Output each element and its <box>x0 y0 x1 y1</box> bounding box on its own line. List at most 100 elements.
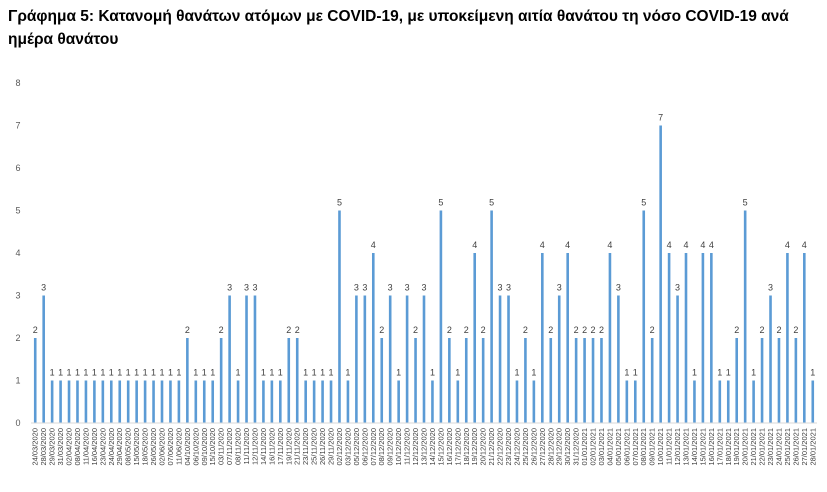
bar <box>752 380 755 423</box>
data-label: 5 <box>489 198 494 208</box>
data-label: 1 <box>126 368 131 378</box>
x-tick-label: 18/01/2021 <box>724 428 733 466</box>
x-tick-label: 08/12/2020 <box>377 428 386 466</box>
data-label: 3 <box>405 283 410 293</box>
x-tick-label: 13/01/2021 <box>682 428 691 466</box>
bar <box>642 210 646 423</box>
x-tick-label: 02/06/2020 <box>158 428 167 466</box>
data-label: 3 <box>616 283 621 293</box>
data-label: 1 <box>100 368 105 378</box>
data-label: 3 <box>506 283 511 293</box>
bar <box>160 380 164 423</box>
data-label: 1 <box>455 368 460 378</box>
bar <box>397 380 400 423</box>
x-tick-label: 02/12/2020 <box>335 428 344 466</box>
x-tick-label: 21/11/2020 <box>293 428 302 465</box>
data-label: 3 <box>498 283 503 293</box>
data-label: 2 <box>295 325 300 335</box>
data-label: 1 <box>92 368 97 378</box>
data-label: 7 <box>658 113 663 123</box>
x-tick-label: 25/11/2020 <box>310 428 319 465</box>
data-label: 3 <box>244 283 249 293</box>
data-label: 1 <box>236 368 241 378</box>
bar <box>236 380 240 423</box>
bar <box>422 295 426 423</box>
data-label: 2 <box>379 325 384 335</box>
x-tick-label: 21/12/2020 <box>487 428 496 466</box>
x-tick-label: 07/11/2020 <box>225 428 234 465</box>
bar <box>735 338 739 423</box>
data-label: 3 <box>362 283 367 293</box>
bar <box>169 380 172 423</box>
x-tick-label: 04/01/2021 <box>605 428 614 466</box>
data-label: 1 <box>109 368 114 378</box>
bar <box>760 338 764 423</box>
bar <box>456 380 460 423</box>
bar <box>355 295 358 423</box>
bar <box>633 380 637 423</box>
x-tick-label: 17/01/2021 <box>715 428 724 466</box>
x-tick-label: 08/01/2021 <box>639 428 648 466</box>
bar <box>515 380 519 423</box>
x-tick-label: 13/12/2020 <box>420 428 429 466</box>
x-tick-label: 29/11/2020 <box>327 428 336 465</box>
bar <box>405 295 409 423</box>
data-label: 4 <box>540 240 545 250</box>
bar <box>143 380 147 423</box>
bar <box>693 380 696 423</box>
bar <box>152 380 155 423</box>
x-axis-tick-labels: 24/03/2020 28/03/2020 29/03/2020 31/03/2020… <box>31 428 818 466</box>
bar <box>566 253 569 423</box>
x-tick-label: 15/12/2020 <box>436 428 445 466</box>
x-tick-label: 11/12/2020 <box>403 428 412 465</box>
data-label: 1 <box>151 368 156 378</box>
x-tick-label: 23/04/2020 <box>98 428 107 466</box>
x-tick-label: 27/01/2021 <box>800 428 809 466</box>
x-tick-label: 06/10/2020 <box>191 428 200 466</box>
bar <box>228 295 231 423</box>
data-label: 4 <box>667 240 672 250</box>
bar <box>76 380 79 423</box>
x-tick-label: 25/01/2021 <box>783 428 792 466</box>
x-tick-label: 06/12/2020 <box>360 428 369 466</box>
bars <box>33 125 815 423</box>
x-tick-label: 15/10/2020 <box>208 428 217 466</box>
data-label: 2 <box>650 325 655 335</box>
bar <box>769 295 772 423</box>
bar <box>743 210 747 423</box>
bar <box>321 380 324 423</box>
x-tick-label: 24/04/2020 <box>107 428 116 466</box>
data-label: 1 <box>312 368 317 378</box>
bar <box>202 380 206 423</box>
bar <box>312 380 316 423</box>
data-label: 1 <box>210 368 215 378</box>
x-tick-label: 20/01/2021 <box>741 428 750 466</box>
data-label: 3 <box>557 283 562 293</box>
bar <box>262 380 265 423</box>
x-tick-label: 03/01/2021 <box>597 428 606 466</box>
x-tick-label: 06/01/2021 <box>622 428 631 466</box>
bar <box>380 338 384 423</box>
bar <box>617 295 620 423</box>
bar <box>650 338 654 423</box>
bar <box>431 380 434 423</box>
y-tick-label: 1 <box>15 376 20 386</box>
bar <box>532 380 536 423</box>
data-label: 1 <box>176 368 181 378</box>
bar <box>109 380 113 423</box>
bar <box>786 253 789 423</box>
bar <box>59 380 62 423</box>
x-tick-label: 07/01/2021 <box>631 428 640 466</box>
data-label: 3 <box>41 283 46 293</box>
data-label: 3 <box>354 283 359 293</box>
data-label: 1 <box>320 368 325 378</box>
bar <box>363 295 367 423</box>
x-tick-label: 01/01/2021 <box>580 428 589 466</box>
data-label: 2 <box>523 325 528 335</box>
x-tick-label: 10/01/2021 <box>656 428 665 466</box>
data-label: 1 <box>159 368 164 378</box>
x-tick-label: 19/01/2021 <box>732 428 741 466</box>
x-tick-label: 09/12/2020 <box>386 428 395 466</box>
data-label: 1 <box>202 368 207 378</box>
